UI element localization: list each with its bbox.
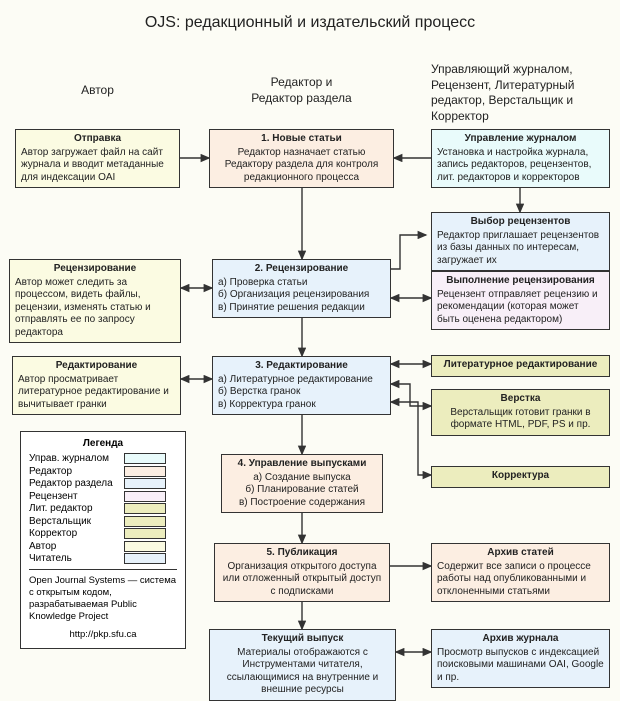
box-title: 2. Рецензирование bbox=[218, 263, 385, 276]
box-title: 5. Публикация bbox=[220, 547, 384, 560]
legend-label: Редактор раздела bbox=[29, 478, 124, 489]
box-body: Редактор назначает статью Редактору разд… bbox=[215, 147, 388, 185]
box-title: 3. Редактирование bbox=[218, 360, 385, 373]
box-body: а) Создание выпуска б) Планирование стат… bbox=[227, 472, 377, 510]
box-title: Выбор рецензентов bbox=[437, 216, 604, 229]
legend-swatch bbox=[124, 478, 166, 489]
box-title: Управление журналом bbox=[437, 133, 604, 146]
legend-row: Читатель bbox=[29, 553, 177, 564]
box-body: Автор просматривает литературное редакти… bbox=[18, 374, 175, 412]
box-title: 1. Новые статьи bbox=[215, 133, 388, 146]
box-title: Текущий выпуск bbox=[215, 633, 390, 646]
box-m_manage: Управление журналомУстановка и настройка… bbox=[431, 129, 610, 188]
legend-swatch bbox=[124, 553, 166, 564]
box-m_copy: Литературное редактирование bbox=[431, 355, 610, 377]
legend-title: Легенда bbox=[29, 438, 177, 449]
box-body: Установка и настройка журнала, запись ре… bbox=[437, 147, 604, 185]
box-body: Верстальщик готовит гранки в формате HTM… bbox=[437, 407, 604, 432]
legend-swatch bbox=[124, 528, 166, 539]
legend-row: Автор bbox=[29, 541, 177, 552]
box-e_new: 1. Новые статьиРедактор назначает статью… bbox=[209, 129, 394, 188]
legend-swatch bbox=[124, 453, 166, 464]
box-e_issue: 4. Управление выпускамиа) Создание выпус… bbox=[221, 454, 383, 513]
legend-row: Управ. журналом bbox=[29, 453, 177, 464]
box-e_current: Текущий выпускМатериалы отображаются с И… bbox=[209, 629, 396, 701]
legend-label: Автор bbox=[29, 541, 124, 552]
arrow bbox=[391, 402, 431, 475]
legend: Легенда Управ. журналом РедакторРедактор … bbox=[20, 431, 186, 649]
box-m_selrev: Выбор рецензентовРедактор приглашает рец… bbox=[431, 212, 610, 271]
box-title: Литературное редактирование bbox=[437, 359, 604, 372]
box-body: Содержит все записи о процессе работы на… bbox=[437, 561, 604, 599]
box-body: Автор загружает файл на сайт журнала и в… bbox=[21, 147, 174, 185]
box-title: Выполнение рецензирования bbox=[437, 275, 604, 288]
legend-label: Рецензент bbox=[29, 491, 124, 502]
box-title: Редактирование bbox=[18, 360, 175, 373]
legend-swatch bbox=[124, 466, 166, 477]
box-e_edit: 3. Редактированиеа) Литературное редакти… bbox=[212, 356, 391, 415]
arrow bbox=[391, 235, 426, 269]
box-m_layout: ВерсткаВерстальщик готовит гранки в форм… bbox=[431, 389, 610, 436]
legend-footer: Open Journal Systems — система с открыты… bbox=[29, 575, 177, 623]
legend-url: http://pkp.sfu.ca bbox=[29, 629, 177, 641]
legend-label: Корректор bbox=[29, 528, 124, 539]
box-m_dorev: Выполнение рецензированияРецензент отпра… bbox=[431, 271, 610, 330]
box-m_sarch: Архив статейСодержит все записи о процес… bbox=[431, 543, 610, 602]
legend-swatch bbox=[124, 503, 166, 514]
box-title: Архив статей bbox=[437, 547, 604, 560]
legend-row: Корректор bbox=[29, 528, 177, 539]
box-body: Автор может следить за процессом, видеть… bbox=[15, 277, 175, 340]
box-title: 4. Управление выпусками bbox=[227, 458, 377, 471]
legend-label: Читатель bbox=[29, 553, 124, 564]
box-body: а) Проверка статьи б) Организация реценз… bbox=[218, 277, 385, 315]
legend-row: Верстальщик bbox=[29, 516, 177, 527]
box-title: Верстка bbox=[437, 393, 604, 406]
box-a_edit: РедактированиеАвтор просматривает литера… bbox=[12, 356, 181, 415]
legend-label: Управ. журналом bbox=[29, 453, 124, 464]
box-e_review: 2. Рецензированиеа) Проверка статьи б) О… bbox=[212, 259, 391, 318]
box-title: Отправка bbox=[21, 133, 174, 146]
legend-row: Редактор bbox=[29, 466, 177, 477]
box-m_proof: Корректура bbox=[431, 466, 610, 488]
box-title: Корректура bbox=[437, 470, 604, 483]
box-title: Рецензирование bbox=[15, 263, 175, 276]
legend-label: Лит. редактор bbox=[29, 503, 124, 514]
box-body: Редактор приглашает рецензентов из базы … bbox=[437, 230, 604, 268]
legend-row: Лит. редактор bbox=[29, 503, 177, 514]
box-body: Организация открытого доступа или отложе… bbox=[220, 561, 384, 599]
box-title: Архив журнала bbox=[437, 633, 604, 646]
legend-swatch bbox=[124, 491, 166, 502]
box-body: а) Литературное редактирование б) Верстк… bbox=[218, 374, 385, 412]
box-body: Материалы отображаются с Инструментами ч… bbox=[215, 647, 390, 697]
box-body: Рецензент отправляет рецензию и рекоменд… bbox=[437, 289, 604, 327]
box-a_submit: ОтправкаАвтор загружает файл на сайт жур… bbox=[15, 129, 180, 188]
legend-row: Редактор раздела bbox=[29, 478, 177, 489]
legend-swatch bbox=[124, 516, 166, 527]
legend-swatch bbox=[124, 541, 166, 552]
legend-row: Рецензент bbox=[29, 491, 177, 502]
box-body: Просмотр выпусков с индексацией поисковы… bbox=[437, 647, 604, 685]
box-e_publish: 5. ПубликацияОрганизация открытого досту… bbox=[214, 543, 390, 602]
box-a_review: РецензированиеАвтор может следить за про… bbox=[9, 259, 181, 343]
legend-label: Редактор bbox=[29, 466, 124, 477]
legend-label: Верстальщик bbox=[29, 516, 124, 527]
box-m_jarch: Архив журналаПросмотр выпусков с индекса… bbox=[431, 629, 610, 688]
